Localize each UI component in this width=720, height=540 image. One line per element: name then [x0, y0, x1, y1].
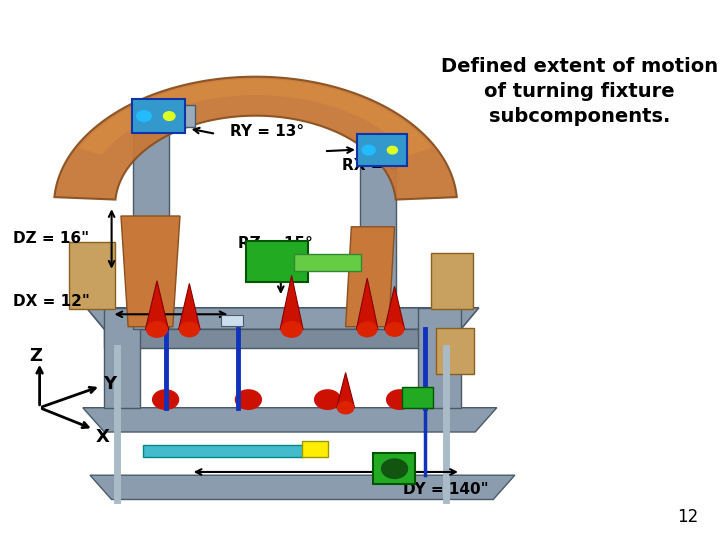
FancyBboxPatch shape — [221, 315, 243, 326]
Polygon shape — [346, 227, 395, 327]
FancyBboxPatch shape — [132, 99, 185, 133]
Polygon shape — [79, 79, 432, 155]
Polygon shape — [384, 286, 405, 329]
FancyBboxPatch shape — [302, 441, 328, 457]
Polygon shape — [86, 308, 479, 329]
FancyBboxPatch shape — [246, 241, 308, 282]
Polygon shape — [133, 130, 169, 329]
FancyBboxPatch shape — [176, 105, 195, 127]
Circle shape — [387, 390, 413, 409]
Circle shape — [382, 459, 408, 478]
Polygon shape — [104, 329, 461, 348]
Polygon shape — [418, 308, 461, 408]
FancyBboxPatch shape — [69, 242, 115, 309]
Circle shape — [163, 112, 175, 120]
Circle shape — [338, 402, 354, 414]
Circle shape — [147, 322, 167, 337]
Text: DY = 140": DY = 140" — [403, 482, 489, 497]
Circle shape — [137, 111, 151, 122]
Circle shape — [153, 390, 179, 409]
FancyBboxPatch shape — [402, 387, 433, 408]
FancyBboxPatch shape — [373, 453, 415, 484]
Polygon shape — [179, 284, 200, 329]
FancyBboxPatch shape — [431, 253, 473, 309]
Polygon shape — [104, 308, 140, 408]
Circle shape — [387, 146, 397, 154]
Text: 12: 12 — [677, 509, 698, 526]
Circle shape — [180, 322, 199, 337]
Polygon shape — [145, 281, 168, 329]
Text: Z: Z — [30, 347, 42, 366]
Circle shape — [357, 322, 377, 337]
Text: Defined extent of motion
of turning fixture
subcomponents.: Defined extent of motion of turning fixt… — [441, 57, 718, 126]
Circle shape — [315, 390, 341, 409]
Polygon shape — [360, 165, 396, 329]
Polygon shape — [280, 275, 303, 329]
FancyBboxPatch shape — [294, 254, 361, 271]
Text: X: X — [96, 428, 110, 447]
Polygon shape — [90, 475, 515, 500]
Polygon shape — [356, 278, 378, 329]
Text: RX = 5°: RX = 5° — [342, 158, 407, 173]
FancyBboxPatch shape — [436, 328, 474, 374]
Circle shape — [385, 322, 404, 336]
Polygon shape — [121, 216, 180, 327]
Polygon shape — [336, 373, 355, 408]
Polygon shape — [55, 77, 456, 200]
FancyBboxPatch shape — [357, 134, 407, 166]
Polygon shape — [83, 408, 497, 432]
Text: DZ = 16": DZ = 16" — [13, 231, 89, 246]
Text: RY = 13°: RY = 13° — [230, 124, 305, 139]
FancyBboxPatch shape — [143, 445, 303, 457]
Text: DX = 12": DX = 12" — [13, 294, 90, 309]
Circle shape — [362, 145, 375, 155]
Text: Y: Y — [104, 375, 117, 393]
Circle shape — [282, 322, 302, 337]
Circle shape — [235, 390, 261, 409]
Text: RZ = 15°: RZ = 15° — [238, 236, 312, 251]
